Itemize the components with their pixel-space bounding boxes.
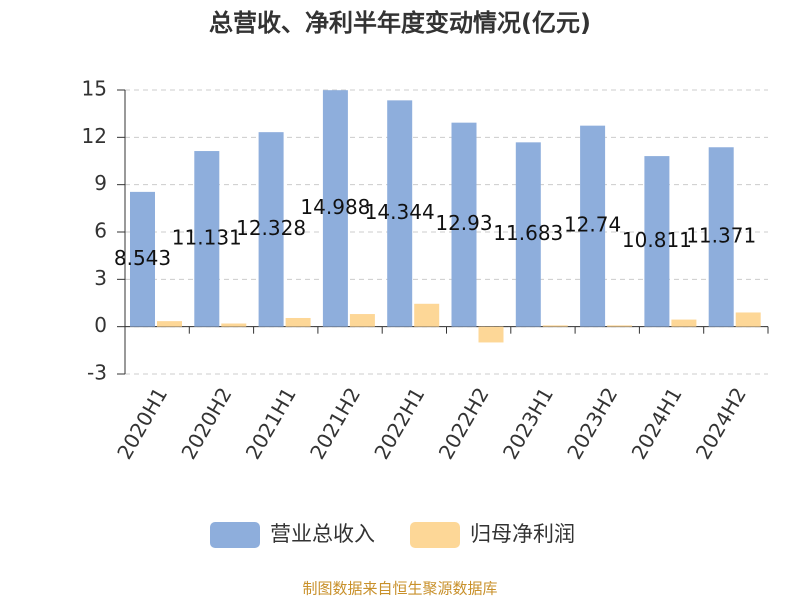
bar xyxy=(258,132,284,327)
legend-label: 归母净利润 xyxy=(470,522,575,546)
bar xyxy=(607,325,633,327)
x-tick-label: 2022H2 xyxy=(434,383,494,463)
y-tick-label: 9 xyxy=(94,171,107,195)
source-note: 制图数据来自恒生聚源数据库 xyxy=(302,580,497,598)
bar xyxy=(349,314,375,327)
bar xyxy=(542,325,568,327)
bar xyxy=(322,90,348,327)
bar xyxy=(130,191,155,327)
value-label: 10.811 xyxy=(622,228,692,252)
value-label: 14.344 xyxy=(365,200,435,224)
value-label: 8.543 xyxy=(114,246,171,270)
bar xyxy=(157,321,182,327)
value-label: 14.988 xyxy=(300,195,370,219)
legend-label: 营业总收入 xyxy=(270,522,375,546)
value-label: 11.371 xyxy=(686,223,756,247)
y-tick-label: 0 xyxy=(94,313,107,337)
chart-title: 总营收、净利半年度变动情况(亿元) xyxy=(209,9,591,37)
bar xyxy=(451,122,477,327)
x-tick-label: 2020H1 xyxy=(112,383,172,463)
bar xyxy=(194,151,220,327)
x-tick-label: 2024H1 xyxy=(627,383,687,463)
bar xyxy=(735,312,761,327)
value-label: 11.683 xyxy=(493,221,563,245)
bar xyxy=(644,156,670,327)
x-tick-label: 2020H2 xyxy=(176,383,236,463)
value-label: 12.93 xyxy=(435,211,492,235)
bar xyxy=(478,326,504,343)
legend-swatch xyxy=(410,522,460,548)
y-tick-label: 15 xyxy=(82,77,107,101)
value-label: 12.74 xyxy=(564,213,621,237)
bar xyxy=(387,100,413,327)
x-tick-label: 2023H2 xyxy=(562,383,622,463)
value-label: 11.131 xyxy=(172,225,242,249)
x-tick-label: 2023H1 xyxy=(498,383,558,463)
y-tick-label: 12 xyxy=(82,124,107,148)
bar xyxy=(671,319,697,327)
bar xyxy=(580,125,606,327)
y-tick-label: -3 xyxy=(87,361,107,385)
legend-swatch xyxy=(210,522,260,548)
value-label: 12.328 xyxy=(236,216,306,240)
y-tick-label: 6 xyxy=(94,219,107,243)
bar xyxy=(708,147,734,327)
bar xyxy=(515,142,541,327)
bar xyxy=(221,323,247,327)
y-tick-label: 3 xyxy=(94,266,107,290)
x-tick-label: 2024H2 xyxy=(691,383,751,463)
x-tick-label: 2021H1 xyxy=(241,383,301,463)
x-tick-label: 2021H2 xyxy=(305,383,365,463)
bar xyxy=(414,303,440,327)
x-tick-label: 2022H1 xyxy=(369,383,429,463)
bar xyxy=(285,317,311,327)
